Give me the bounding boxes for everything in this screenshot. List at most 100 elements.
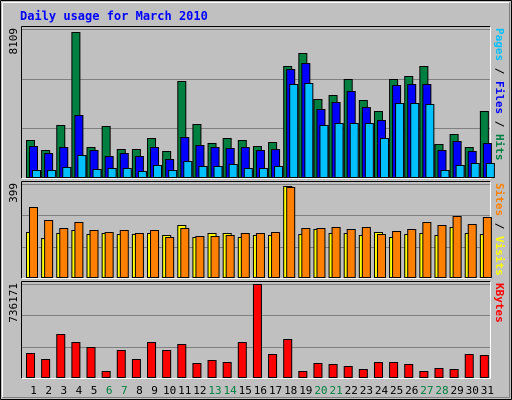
legend-separator: /	[493, 114, 506, 134]
bar-sites-day-10	[165, 237, 175, 278]
bar-sites-day-26	[407, 229, 417, 278]
bar-pages-day-25	[395, 103, 405, 178]
x-tick-label: 30	[466, 384, 479, 397]
x-tick-label: 17	[269, 384, 282, 397]
bar-pages-day-15	[243, 168, 253, 178]
x-tick-label: 11	[178, 384, 191, 397]
bar-sites-day-6	[104, 232, 114, 278]
bar-pages-day-27	[425, 104, 435, 178]
bar-pages-day-9	[153, 165, 163, 178]
bar-kbytes-day-2	[41, 359, 51, 378]
bar-kbytes-day-5	[86, 347, 96, 378]
bar-pages-day-21	[334, 123, 344, 178]
bar-sites-day-1	[29, 207, 38, 278]
x-tick-label: 4	[76, 384, 83, 397]
bar-pages-day-5	[92, 169, 102, 178]
x-tick-label: 25	[390, 384, 403, 397]
legend-pages: Pages	[493, 28, 506, 61]
bar-sites-day-17	[271, 232, 281, 278]
bar-sites-day-5	[89, 230, 99, 278]
bar-pages-day-23	[364, 123, 374, 178]
bar-pages-day-4	[77, 155, 87, 178]
bar-sites-day-2	[44, 220, 54, 278]
chart-title: Daily usage for March 2010	[20, 9, 208, 23]
bar-kbytes-day-7	[116, 350, 126, 378]
x-tick-label: 15	[239, 384, 252, 397]
bar-pages-day-10	[168, 170, 178, 178]
bar-kbytes-day-26	[404, 364, 414, 378]
bar-sites-day-23	[361, 227, 371, 278]
x-tick-label: 26	[405, 384, 418, 397]
bar-sites-day-12	[195, 236, 205, 278]
ymax-label: 736171	[7, 283, 20, 323]
bar-sites-day-16	[255, 233, 265, 278]
bar-kbytes-day-4	[71, 342, 81, 378]
bar-kbytes-day-8	[131, 359, 141, 378]
x-tick-label: 21	[329, 384, 342, 397]
bar-kbytes-day-14	[222, 362, 232, 378]
bar-sites-day-15	[240, 233, 250, 278]
panel-visits: 399 Sites / Visits	[7, 181, 506, 279]
legend-sites: Sites	[493, 183, 506, 216]
bars-kbytes	[26, 284, 489, 378]
bar-pages-day-17	[274, 166, 284, 178]
x-tick-label: 8	[136, 384, 143, 397]
x-tick-label: 14	[224, 384, 238, 397]
bar-kbytes-day-3	[56, 334, 66, 378]
bar-pages-day-11	[183, 161, 193, 178]
x-tick-label: 23	[360, 384, 373, 397]
bar-kbytes-day-9	[147, 342, 157, 378]
ymax-label: 399	[7, 183, 20, 203]
bar-kbytes-day-28	[434, 368, 444, 378]
bar-sites-day-21	[331, 227, 341, 278]
bar-pages-day-3	[62, 167, 72, 178]
x-tick-label: 29	[450, 384, 463, 397]
panel-hits: 8109 Pages / Files / Hits	[7, 26, 506, 179]
bar-kbytes-day-29	[449, 369, 459, 378]
bar-sites-day-14	[225, 235, 235, 278]
x-tick-label: 16	[254, 384, 267, 397]
x-tick-label: 10	[163, 384, 176, 397]
x-tick-label: 7	[121, 384, 128, 397]
x-tick-label: 24	[375, 384, 389, 397]
x-tick-label: 18	[284, 384, 297, 397]
x-tick-label: 6	[106, 384, 113, 397]
ymax-label: 8109	[7, 28, 20, 55]
bar-sites-day-30	[467, 224, 477, 278]
bar-kbytes-day-24	[373, 362, 383, 378]
bar-kbytes-day-20	[313, 363, 323, 378]
bar-kbytes-day-10	[162, 350, 172, 378]
bar-sites-day-22	[346, 229, 356, 278]
bar-pages-day-31	[485, 163, 495, 178]
x-tick-label: 3	[60, 384, 67, 397]
x-tick-label: 27	[420, 384, 433, 397]
legend-separator: /	[493, 216, 506, 236]
bar-pages-day-30	[470, 163, 480, 178]
x-tick-label: 1	[30, 384, 37, 397]
bar-sites-day-4	[74, 222, 84, 278]
legend-kbytes: KBytes	[493, 283, 506, 323]
bars-hits	[26, 32, 495, 178]
bar-kbytes-day-13	[207, 360, 217, 378]
bar-pages-day-18	[289, 84, 299, 178]
chart-panels: 8109 Pages / Files / Hits 399 Sites / Visit…	[7, 26, 506, 379]
bar-pages-day-13	[213, 166, 223, 178]
x-tick-label: 13	[208, 384, 221, 397]
bar-sites-day-8	[134, 233, 144, 278]
bar-kbytes-day-30	[464, 354, 474, 378]
bar-pages-day-29	[455, 165, 465, 178]
bar-pages-day-16	[258, 168, 268, 178]
legend-visits: Visits	[493, 236, 506, 276]
bars-visits	[26, 186, 492, 278]
legend-hits: Hits	[493, 134, 506, 161]
bar-pages-day-19	[304, 83, 314, 178]
bar-pages-day-14	[228, 164, 238, 178]
bar-pages-day-2	[47, 170, 57, 178]
x-tick-label: 22	[345, 384, 358, 397]
bar-kbytes-day-15	[237, 342, 247, 378]
x-tick-label: 5	[91, 384, 98, 397]
bar-sites-day-29	[452, 216, 462, 278]
bar-sites-day-3	[59, 228, 69, 278]
bar-kbytes-day-21	[328, 364, 338, 378]
